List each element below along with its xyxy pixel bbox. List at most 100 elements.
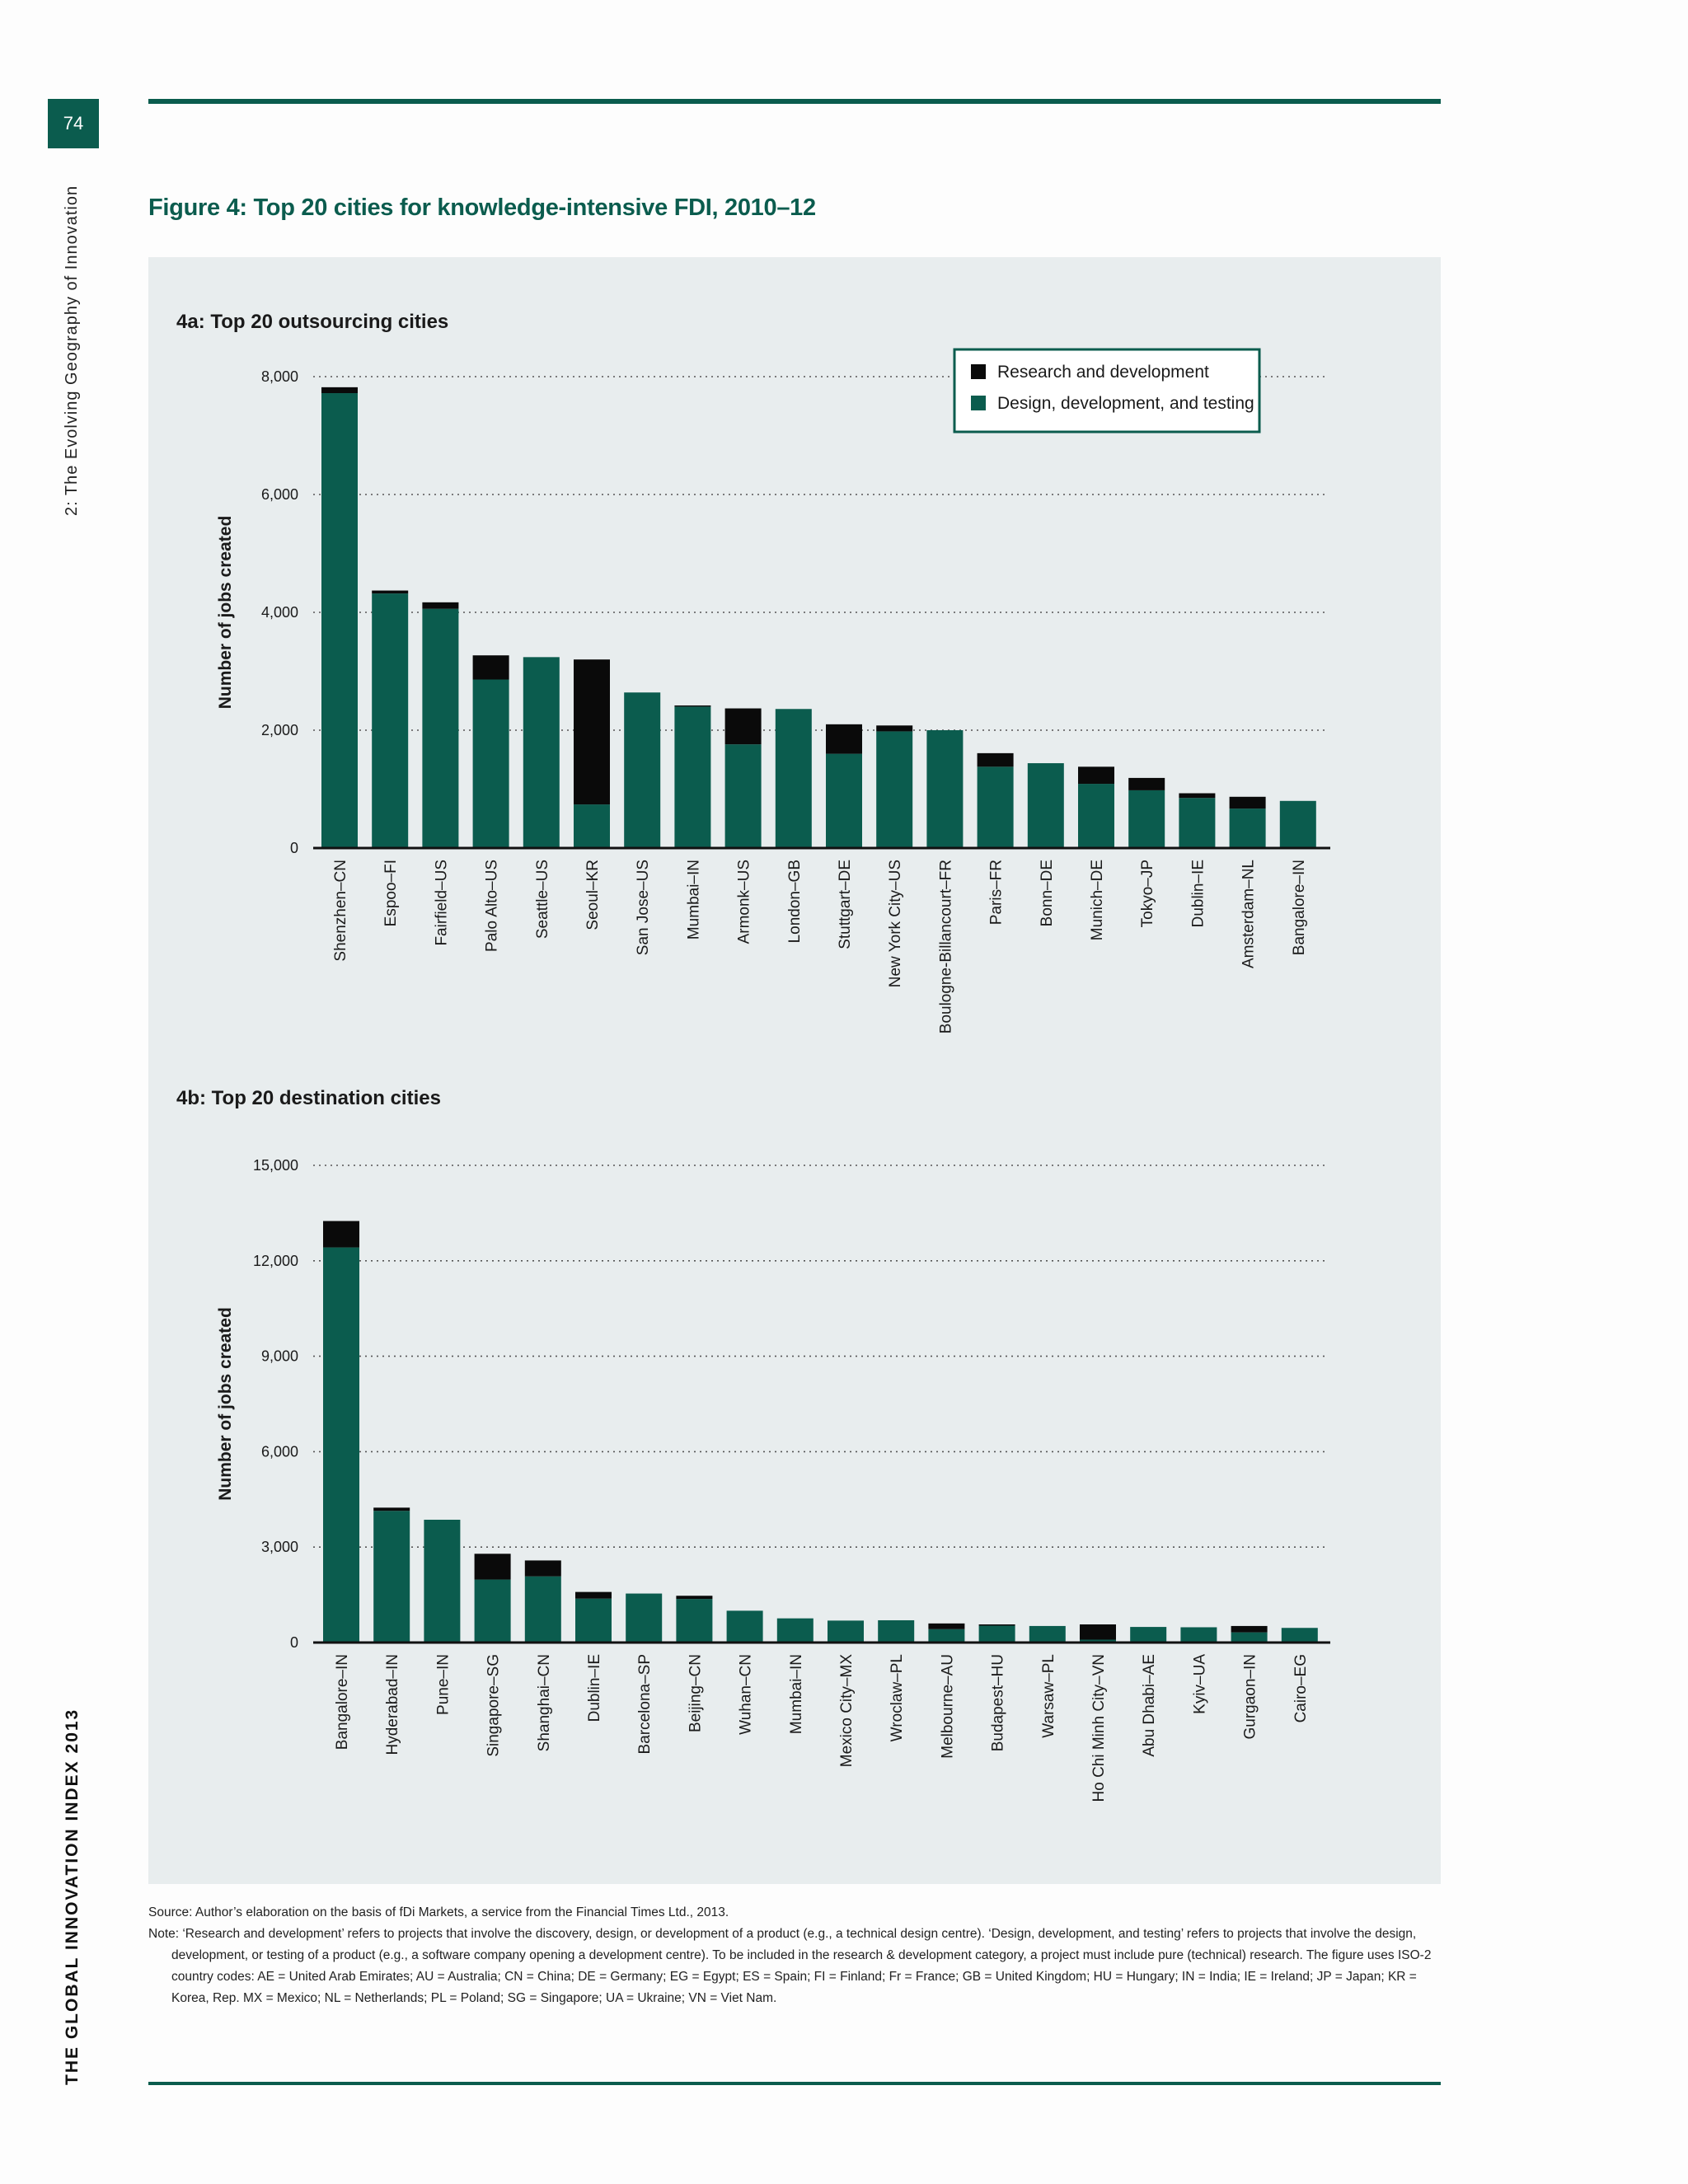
bar-segment-research-development: [928, 1623, 965, 1629]
bar-segment-design-development-testing: [674, 706, 711, 848]
x-tick-label: Stuttgart–DE: [837, 860, 854, 949]
x-tick-label: Tokyo–JP: [1139, 860, 1156, 927]
x-tick-label: Kyiv–UA: [1191, 1654, 1208, 1714]
figure-title: Figure 4: Top 20 cities for knowledge-in…: [148, 194, 816, 221]
y-axis-label: Number of jobs created: [216, 516, 235, 710]
x-tick-label: Dublin–IE: [1189, 860, 1207, 927]
y-tick-label: 8,000: [261, 368, 298, 385]
bar-segment-design-development-testing: [828, 1620, 864, 1643]
bar-warsaw-pl: [1029, 1625, 1066, 1643]
x-tick-label: Singapore–SG: [485, 1654, 503, 1757]
bar-segment-design-development-testing: [523, 657, 560, 848]
y-tick-label: 15,000: [253, 1157, 298, 1174]
x-tick-label: Wuhan–CN: [738, 1654, 755, 1735]
bar-segment-design-development-testing: [878, 1619, 915, 1643]
bar-segment-research-development: [323, 1221, 359, 1248]
legend-label: Design, development, and testing: [997, 394, 1254, 413]
bar-shenzhen-cn: [321, 387, 358, 848]
bar-singapore-sg: [474, 1554, 511, 1643]
bar-segment-research-development: [826, 724, 862, 754]
chart-title: 4b: Top 20 destination cities: [176, 1087, 441, 1109]
bar-segment-design-development-testing: [876, 731, 913, 848]
bar-segment-design-development-testing: [676, 1599, 713, 1643]
bar-boulogne-billancourt-fr: [926, 730, 964, 848]
x-tick-label: San Jose–US: [635, 860, 652, 955]
x-tick-label: Beijing–CN: [687, 1654, 704, 1732]
x-tick-label: Budapest–HU: [990, 1654, 1007, 1751]
bar-segment-design-development-testing: [474, 1579, 511, 1643]
figure-source-notes: Source: Author’s elaboration on the basi…: [148, 1902, 1434, 2009]
bar-segment-design-development-testing: [323, 1247, 359, 1643]
x-tick-label: Bangalore–IN: [1291, 860, 1308, 955]
bar-stuttgart-de: [826, 724, 862, 848]
bar-seoul-kr: [574, 659, 610, 848]
bar-segment-design-development-testing: [1179, 798, 1216, 848]
bar-segment-design-development-testing: [1229, 808, 1266, 848]
x-tick-label: Abu Dhabi–AE: [1141, 1654, 1158, 1757]
bar-dublin-ie: [1179, 793, 1216, 848]
x-tick-label: Espoo–FI: [382, 860, 400, 926]
bar-segment-design-development-testing: [472, 679, 509, 848]
bar-segment-research-development: [676, 1596, 713, 1600]
bar-segment-design-development-testing: [524, 1576, 561, 1643]
bar-segment-research-development: [574, 659, 610, 805]
x-tick-label: Bangalore–IN: [334, 1654, 351, 1750]
bar-segment-research-development: [472, 655, 509, 680]
chart-4b: 4b: Top 20 destination cities 0 3,000 6,000…: [176, 1087, 1330, 1802]
bar-segment-design-development-testing: [626, 1593, 663, 1643]
bar-segment-design-development-testing: [422, 608, 459, 848]
bar-segment-design-development-testing: [321, 393, 358, 848]
bar-espoo-fi: [372, 590, 409, 848]
y-tick-label: 4,000: [261, 604, 298, 621]
x-tick-label: Wroclaw–PL: [889, 1654, 906, 1741]
bar-mumbai-in: [776, 1618, 814, 1643]
x-tick-label: Cairo–EG: [1292, 1654, 1310, 1722]
bar-segment-design-development-testing: [1180, 1627, 1217, 1643]
bar-mexico-city-mx: [828, 1620, 864, 1643]
bar-bangalore-in: [323, 1221, 359, 1643]
bar-beijing-cn: [676, 1596, 713, 1643]
legend-box: [953, 348, 1261, 434]
bar-bangalore-in: [1279, 800, 1316, 848]
bar-segment-design-development-testing: [978, 1625, 1015, 1643]
y-tick-label: 6,000: [261, 486, 298, 503]
top-rule: [148, 99, 1441, 104]
bar-segment-design-development-testing: [574, 804, 610, 848]
x-tick-label: Fairfield–US: [433, 860, 450, 946]
bar-segment-research-development: [977, 752, 1014, 767]
bar-london-gb: [775, 709, 812, 848]
x-tick-label: Ho Chi Minh City–VN: [1090, 1654, 1108, 1802]
bar-segment-research-development: [978, 1624, 1015, 1626]
legend-swatch-design-development-testing: [971, 396, 986, 410]
x-tick-label: Paris–FR: [988, 860, 1006, 925]
x-tick-label: Munich–DE: [1089, 860, 1106, 940]
bar-segment-design-development-testing: [826, 753, 862, 848]
legend-label: Research and development: [997, 363, 1209, 382]
x-tick-label: Mumbai–IN: [685, 860, 702, 940]
bar-segment-research-development: [1229, 796, 1266, 809]
bar-seattle-us: [523, 657, 560, 848]
x-tick-label: Shenzhen–CN: [332, 860, 349, 962]
bar-segment-research-development: [575, 1591, 612, 1599]
chart-legend: Research and development Design, developm…: [953, 348, 1261, 434]
x-tick-label: Mexico City–MX: [838, 1654, 856, 1768]
bar-wuhan-cn: [726, 1610, 763, 1643]
bar-segment-research-development: [1128, 777, 1165, 790]
bar-munich-de: [1078, 766, 1114, 848]
x-tick-label: Pune–IN: [434, 1654, 452, 1715]
bar-budapest-hu: [978, 1624, 1015, 1643]
bar-segment-design-development-testing: [1078, 784, 1114, 848]
x-tick-label: Palo Alto–US: [484, 860, 501, 952]
bar-amsterdam-nl: [1229, 796, 1266, 848]
bar-segment-design-development-testing: [372, 593, 409, 848]
x-tick-label: Gurgaon–IN: [1242, 1654, 1259, 1740]
bar-cairo-eg: [1281, 1628, 1318, 1643]
x-tick-label: Hyderabad–IN: [384, 1654, 401, 1755]
bar-segment-design-development-testing: [928, 1629, 965, 1643]
x-tick-label: Boulogne-Billancourt–FR: [937, 860, 954, 1033]
legend-swatch-research-development: [971, 364, 986, 379]
bar-segment-research-development: [321, 387, 358, 394]
bar-segment-design-development-testing: [1029, 1625, 1066, 1643]
bar-new-york-city-us: [876, 725, 913, 848]
bar-pune-in: [424, 1520, 461, 1643]
